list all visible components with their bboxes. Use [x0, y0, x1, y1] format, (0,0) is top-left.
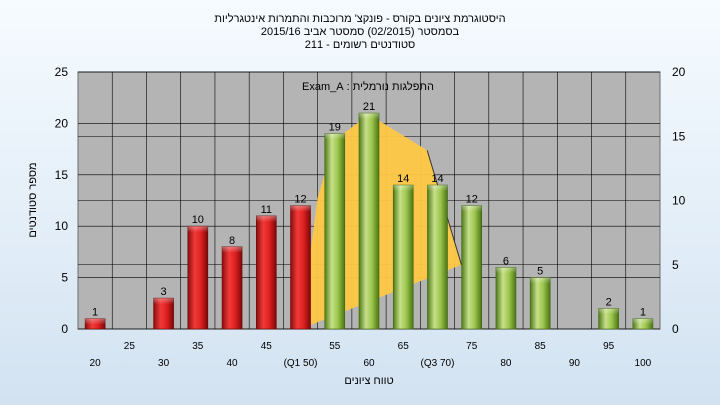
- x-axis-label: טווח ציונים: [344, 375, 393, 387]
- bar-highlight-0: [85, 318, 106, 325]
- bar-highlight-5: [256, 215, 277, 222]
- bar-40: [221, 246, 243, 330]
- bar-Q150: [290, 205, 311, 330]
- left-tick-0: 0: [61, 322, 68, 336]
- bar-highlight-12: [495, 267, 516, 274]
- right-tick-10: 10: [672, 194, 686, 208]
- data-label-11: 12: [466, 194, 478, 206]
- data-label-12: 6: [503, 255, 509, 267]
- x-tick-9: 65: [398, 341, 410, 352]
- x-tick-12: 80: [500, 358, 512, 369]
- bar-85: [529, 277, 551, 330]
- x-tick-8: 60: [363, 358, 375, 369]
- right-tick-15: 15: [672, 129, 686, 143]
- x-tick-10: (Q3 70): [421, 358, 455, 369]
- bar-Q370: [427, 184, 448, 330]
- bar-highlight-2: [153, 298, 174, 305]
- data-label-7: 19: [329, 122, 341, 134]
- bar-highlight-4: [222, 246, 243, 253]
- data-label-4: 8: [229, 235, 235, 247]
- left-tick-10: 10: [55, 219, 69, 233]
- right-tick-20: 20: [672, 65, 686, 79]
- data-label-15: 2: [606, 296, 612, 308]
- x-tick-11: 75: [466, 341, 478, 352]
- right-tick-5: 5: [672, 258, 679, 272]
- bars: [84, 112, 654, 330]
- bar-55: [324, 133, 346, 330]
- bar-highlight-16: [632, 318, 653, 325]
- data-label-5: 11: [261, 204, 272, 216]
- x-axis-ticks: 20 25 30 35 40 45 (Q1 50) 55 60 65 (Q3 70) 75 80 85 90…: [90, 341, 652, 369]
- x-tick-7: 55: [329, 341, 341, 352]
- right-axis-ticks: 0 5 10 15 20: [672, 65, 686, 336]
- right-tick-0: 0: [672, 322, 679, 336]
- data-label-13: 5: [537, 266, 543, 278]
- chart-title-line-1: היסטוגרמת ציונים בקורס - פונקצ' מרוכבות …: [214, 12, 505, 25]
- data-label-2: 3: [161, 286, 167, 298]
- bar-45: [255, 215, 277, 330]
- bar-highlight-3: [187, 226, 208, 233]
- chart-title-line-3: סטודנטים רשומים - 211: [305, 39, 416, 51]
- data-label-0: 1: [92, 307, 98, 319]
- bar-highlight-6: [290, 205, 311, 212]
- data-label-8: 21: [363, 101, 375, 113]
- x-tick-13: 85: [535, 341, 547, 352]
- left-tick-25: 25: [55, 65, 69, 79]
- bar-highlight-9: [393, 185, 414, 192]
- data-label-6: 12: [294, 194, 306, 206]
- bar-60: [358, 112, 380, 330]
- bar-highlight-11: [461, 205, 482, 212]
- y-axis-label: מספר סטודנטים: [27, 162, 39, 237]
- left-tick-15: 15: [55, 168, 69, 182]
- x-tick-1: 25: [124, 341, 136, 352]
- data-label-9: 14: [397, 173, 409, 185]
- bar-highlight-10: [427, 185, 448, 192]
- data-label-10: 14: [431, 173, 443, 185]
- left-axis-ticks: 0 5 10 15 20 25: [55, 65, 69, 336]
- bar-highlight-8: [359, 113, 379, 120]
- x-tick-15: 95: [603, 341, 615, 352]
- bar-highlight-13: [530, 277, 551, 284]
- bar-highlight-7: [324, 133, 345, 140]
- bar-75: [461, 205, 483, 330]
- bar-35: [187, 225, 209, 330]
- x-tick-3: 35: [192, 341, 204, 352]
- x-tick-2: 30: [158, 358, 170, 369]
- left-tick-5: 5: [61, 271, 68, 285]
- x-tick-0: 20: [90, 358, 102, 369]
- x-tick-5: 45: [261, 341, 273, 352]
- bar-65: [392, 184, 414, 330]
- data-label-3: 10: [192, 214, 204, 226]
- data-label-16: 1: [640, 307, 646, 319]
- x-tick-14: 90: [569, 358, 581, 369]
- x-tick-16: 100: [635, 358, 652, 369]
- bar-80: [495, 267, 517, 330]
- left-tick-20: 20: [55, 116, 69, 130]
- chart-title-line-2: בסמסטר (02/2015) סמסטר אביב 2015/16: [261, 26, 460, 38]
- x-tick-4: 40: [226, 358, 238, 369]
- chart-annotation: התפלגות נורמלית : Exam_A: [302, 80, 434, 93]
- x-tick-6: (Q1 50): [284, 358, 318, 369]
- bar-highlight-15: [598, 308, 619, 315]
